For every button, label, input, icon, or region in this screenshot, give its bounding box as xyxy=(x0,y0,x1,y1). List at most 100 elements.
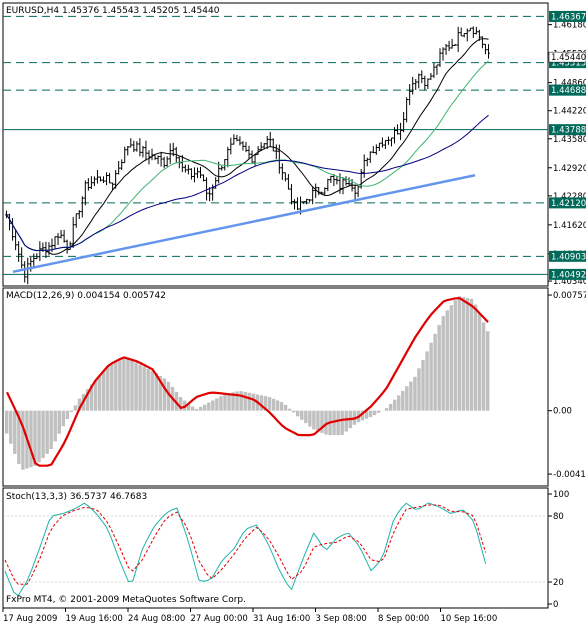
time-tick-label: 31 Aug 16:00 xyxy=(253,614,310,624)
macd-histogram-bar xyxy=(29,410,33,468)
macd-histogram-bar xyxy=(425,351,429,411)
macd-histogram-bar xyxy=(457,296,462,411)
macd-histogram-bar xyxy=(441,316,445,411)
macd-histogram-bar xyxy=(231,392,235,411)
macd-histogram-bar xyxy=(61,410,66,427)
macd-histogram-bar xyxy=(473,304,478,411)
macd-histogram-bar xyxy=(146,368,150,411)
level-price-box xyxy=(549,57,586,69)
time-tick-label: 19 Aug 16:00 xyxy=(66,614,123,624)
macd-histogram-bar xyxy=(388,403,393,411)
macd-histogram-bar xyxy=(122,357,126,411)
macd-histogram-bar xyxy=(5,410,9,434)
level-price-label: 1.40903 xyxy=(551,252,586,262)
macd-histogram-bar xyxy=(162,378,167,411)
macd-histogram-bar xyxy=(417,368,421,411)
macd-histogram-bar xyxy=(203,404,207,411)
macd-histogram-bar xyxy=(102,370,106,411)
stoch-panel-frame xyxy=(2,487,549,609)
macd-histogram-bar xyxy=(429,342,433,411)
macd-histogram-bar xyxy=(114,361,118,411)
macd-histogram-bar xyxy=(397,395,401,411)
level-price-box xyxy=(549,268,586,280)
level-price-box xyxy=(549,197,586,209)
macd-histogram-bar xyxy=(138,364,142,411)
current-price-box xyxy=(548,51,586,63)
macd-histogram-bar xyxy=(461,297,466,411)
macd-histogram-bar xyxy=(316,410,320,432)
macd-histogram-bar xyxy=(247,392,251,411)
macd-histogram-bar xyxy=(130,360,134,411)
macd-histogram-bar xyxy=(126,359,130,411)
macd-histogram-bar xyxy=(304,410,308,424)
macd-histogram-bar xyxy=(263,396,268,411)
macd-histogram-bar xyxy=(360,410,365,421)
macd-histogram-bar xyxy=(150,370,154,411)
macd-histogram-bar xyxy=(69,410,74,413)
ma-slow-line xyxy=(6,114,489,252)
macd-histogram-bar xyxy=(465,297,470,411)
macd-histogram-bar xyxy=(413,376,417,411)
level-price-label: 1.43788 xyxy=(551,126,586,136)
macd-histogram-bar xyxy=(134,362,138,411)
macd-histogram-bar xyxy=(405,386,409,411)
time-tick-label: 3 Sep 08:00 xyxy=(316,614,367,624)
macd-histogram-bar xyxy=(186,403,191,411)
macd-histogram-bar xyxy=(142,366,146,411)
macd-histogram-bar xyxy=(409,381,413,411)
macd-histogram-bar xyxy=(77,398,82,411)
price-tick-label: 1.44860 xyxy=(553,79,586,89)
macd-header: MACD(12,26,9) 0.004154 0.005742 xyxy=(6,291,166,301)
macd-histogram-bar xyxy=(393,399,397,411)
macd-histogram-bar xyxy=(178,397,183,411)
macd-histogram-bar xyxy=(477,313,482,411)
macd-histogram-bar xyxy=(344,410,348,432)
time-tick-label: 27 Aug 00:00 xyxy=(191,614,248,624)
macd-histogram-bar xyxy=(271,398,276,411)
macd-histogram-bar xyxy=(65,410,70,419)
level-price-label: 1.40492 xyxy=(551,270,586,280)
macd-histogram-bar xyxy=(324,410,328,435)
price-panel-frame xyxy=(2,2,549,287)
macd-histogram-bar xyxy=(37,410,41,463)
macd-histogram-bar xyxy=(13,410,17,454)
macd-histogram-bar xyxy=(433,333,437,411)
price-tick-label: 1.41620 xyxy=(553,221,586,231)
level-price-box xyxy=(549,10,586,22)
time-tick-label: 8 Sep 00:00 xyxy=(378,614,429,624)
price-tick-label: 1.40340 xyxy=(553,277,586,287)
macd-histogram-bar xyxy=(421,359,425,411)
macd-histogram-bar xyxy=(219,396,223,411)
macd-histogram-bar xyxy=(364,410,369,419)
macd-histogram-bar xyxy=(445,310,449,411)
macd-histogram-bar xyxy=(485,331,490,411)
macd-histogram-bar xyxy=(243,391,247,411)
macd-histogram-bar xyxy=(118,359,122,411)
macd-histogram-bar xyxy=(93,379,98,411)
price-header: EURUSD,H4 1.45376 1.45543 1.45205 1.4544… xyxy=(6,6,220,16)
macd-histogram-bar xyxy=(227,393,231,411)
trendline xyxy=(12,174,476,274)
stoch-tick-label: 20 xyxy=(553,578,564,588)
macd-histogram-bar xyxy=(21,410,25,470)
macd-histogram-bar xyxy=(57,410,61,434)
macd-histogram-bar xyxy=(215,398,219,411)
macd-histogram-bar xyxy=(45,410,49,454)
stoch-main-line xyxy=(4,502,487,597)
macd-histogram-bar xyxy=(53,410,57,442)
macd-histogram-bar xyxy=(384,408,389,411)
axes-layer: 1.461801.455201.448601.442201.435801.429… xyxy=(2,10,586,624)
macd-histogram-bar xyxy=(73,405,78,411)
macd-histogram-bar xyxy=(291,410,296,413)
macd-histogram-bar xyxy=(300,410,304,420)
macd-histogram-bar xyxy=(259,395,264,411)
price-tick-label: 1.46180 xyxy=(553,21,586,31)
level-price-label: 1.44688 xyxy=(551,86,586,96)
ma-fast-line xyxy=(6,38,489,255)
stoch-tick-label: 0 xyxy=(553,600,558,610)
macd-histogram-bar xyxy=(49,410,53,450)
macd-histogram-bar xyxy=(89,384,94,411)
stoch-layer xyxy=(3,502,548,597)
price-tick-label: 1.42280 xyxy=(553,192,586,202)
macd-histogram-bar xyxy=(267,397,272,411)
